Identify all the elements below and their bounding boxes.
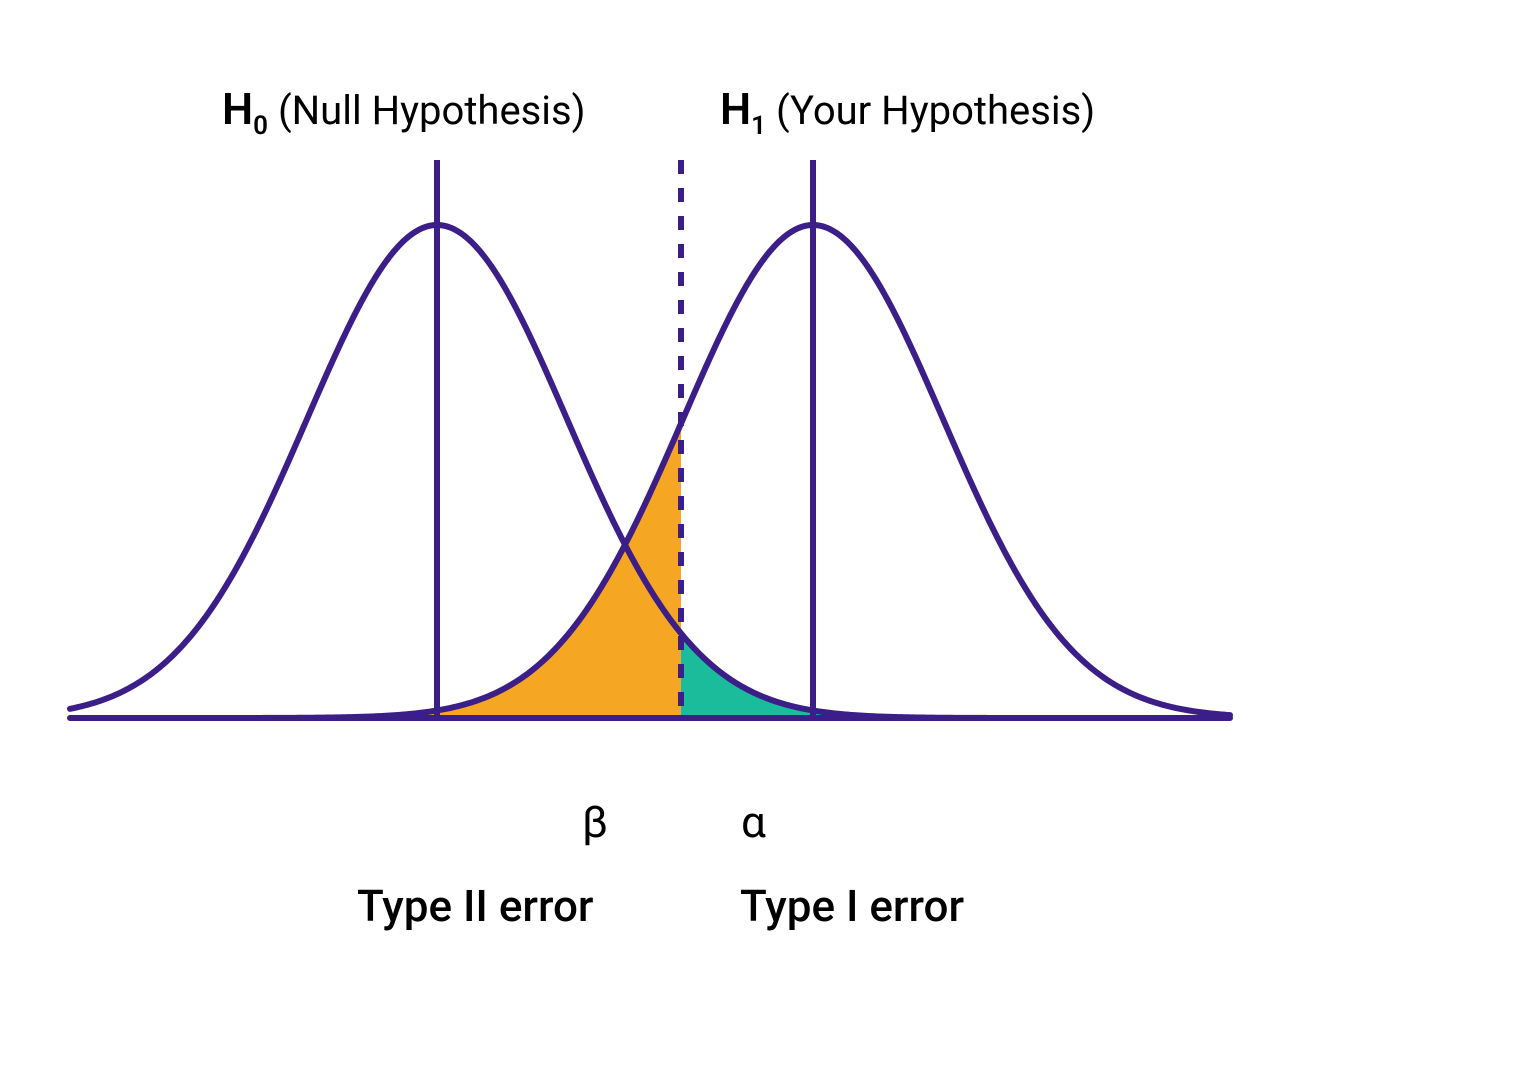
beta-label: β bbox=[582, 796, 608, 848]
alpha-region bbox=[681, 633, 853, 718]
alpha-label: α bbox=[741, 796, 766, 848]
type2-error-label: Type II error bbox=[357, 880, 593, 932]
h1-label: H1 (Your Hypothesis) bbox=[720, 83, 1095, 135]
h0-label: H0 (Null Hypothesis) bbox=[222, 83, 586, 135]
type1-error-label: Type I error bbox=[740, 880, 964, 932]
